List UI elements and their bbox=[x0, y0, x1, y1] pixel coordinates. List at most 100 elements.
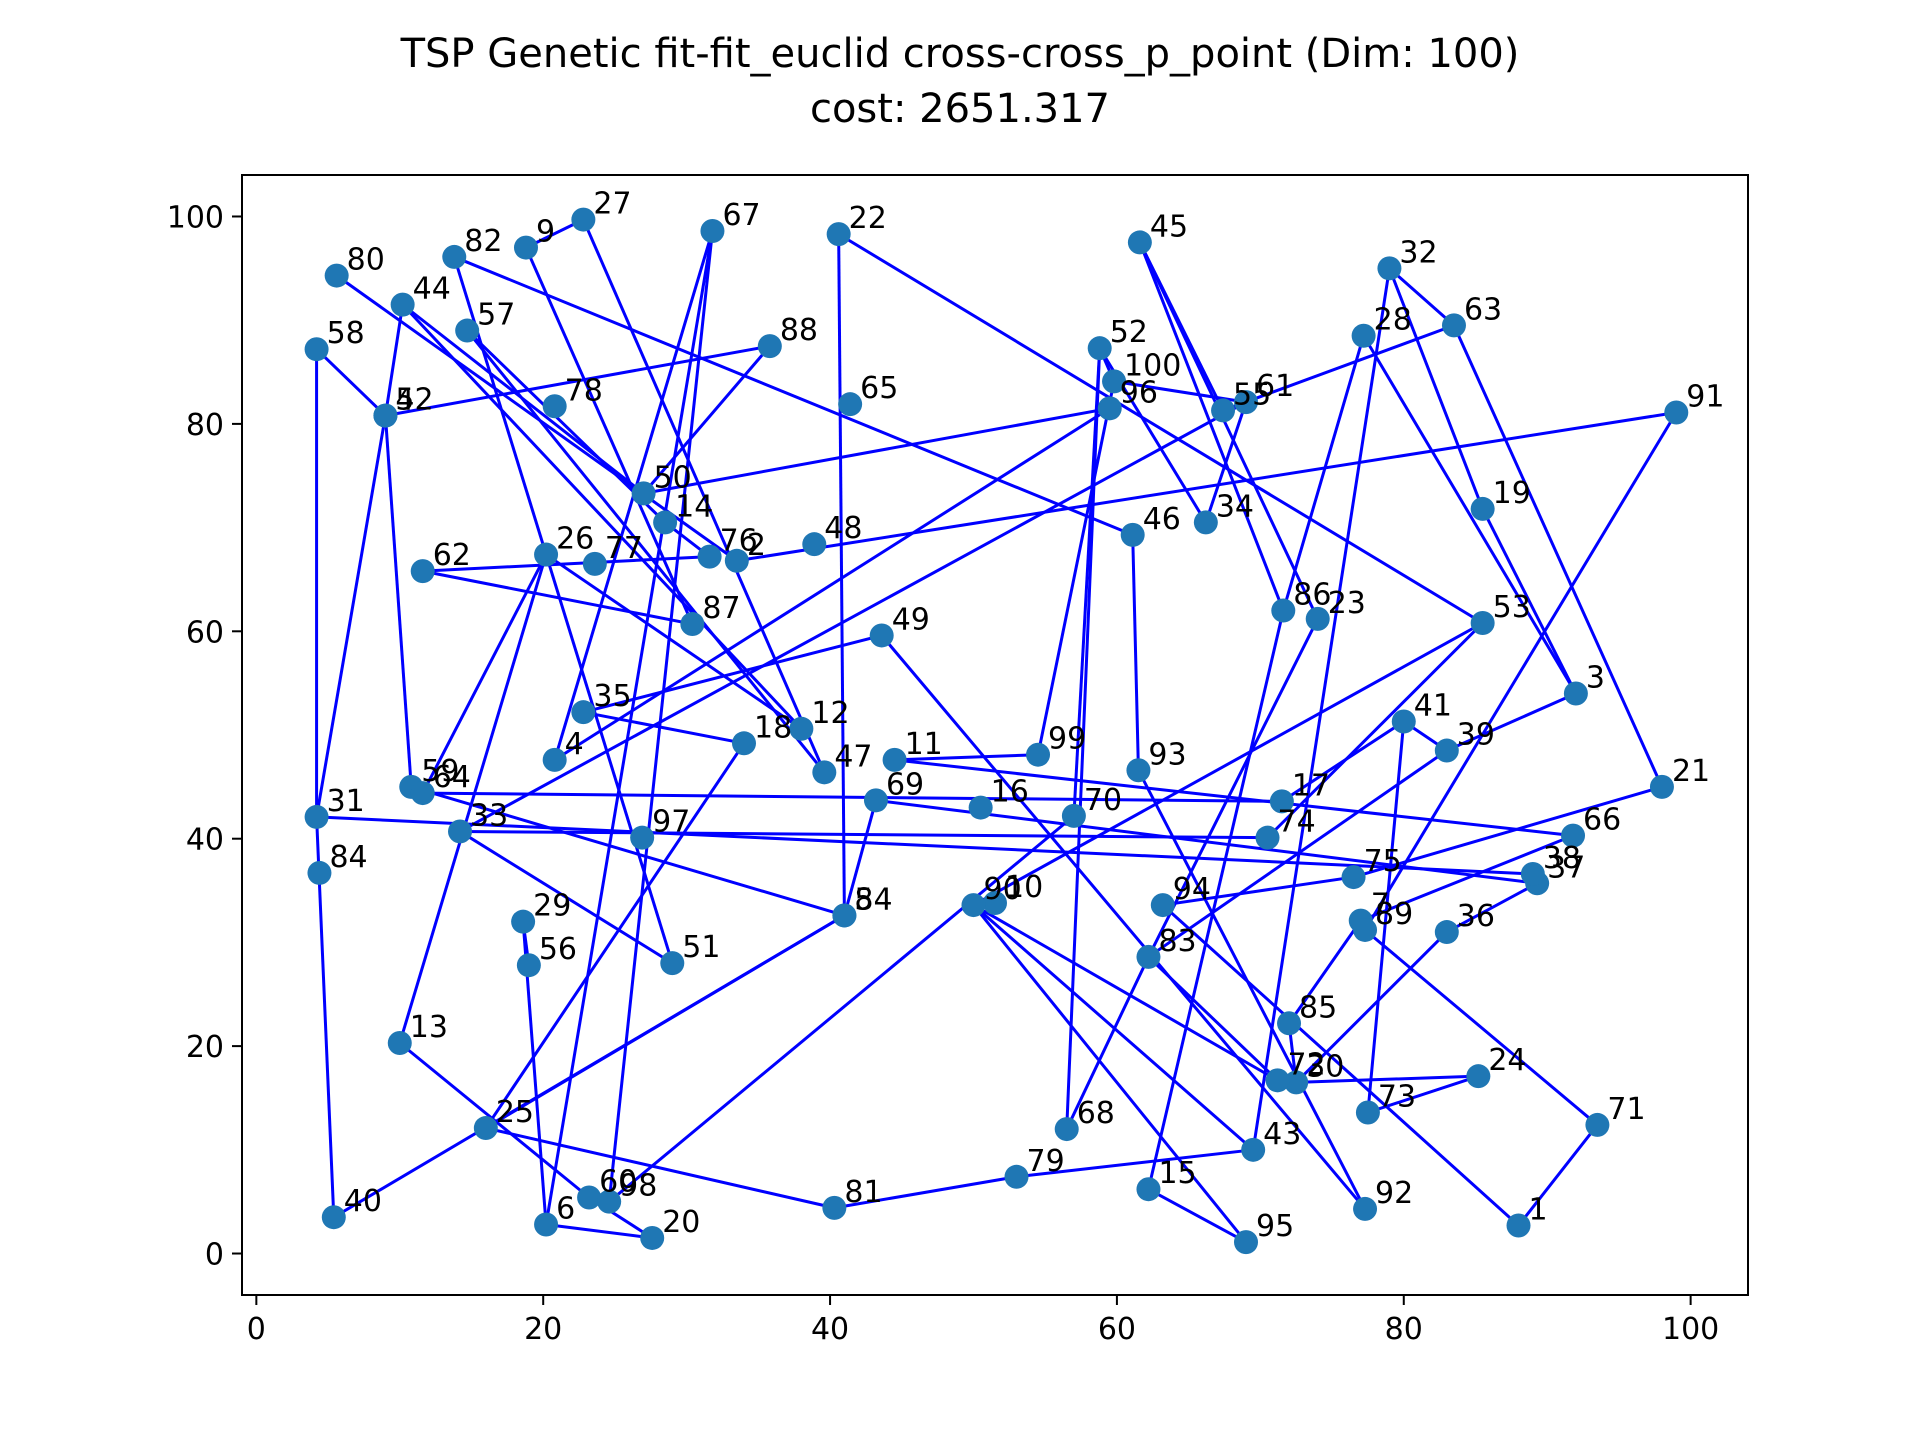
city-label: 32 bbox=[1399, 235, 1437, 270]
route-segment bbox=[972, 903, 1255, 1151]
city-point bbox=[1097, 396, 1122, 421]
city-point bbox=[1136, 944, 1161, 969]
city-label: 45 bbox=[1150, 209, 1188, 244]
route-segment bbox=[834, 1175, 1017, 1210]
city-point bbox=[863, 788, 888, 813]
city-label: 38 bbox=[1543, 841, 1581, 876]
route-segment bbox=[544, 230, 714, 1225]
city-point bbox=[882, 747, 907, 772]
city-point bbox=[983, 891, 1007, 915]
city-label: 15 bbox=[1158, 1156, 1196, 1191]
city-point bbox=[542, 747, 567, 772]
city-label: 58 bbox=[327, 316, 365, 351]
city-label: 21 bbox=[1672, 754, 1710, 789]
route-segment bbox=[736, 410, 1677, 563]
city-label: 56 bbox=[539, 932, 577, 967]
city-point bbox=[832, 903, 857, 928]
city-label: 43 bbox=[1263, 1117, 1301, 1152]
route-segment bbox=[837, 234, 846, 916]
route-segment bbox=[1204, 401, 1248, 523]
city-point bbox=[1241, 1137, 1266, 1162]
city-point bbox=[1470, 496, 1495, 521]
axis-ticks: 0 20 40 60 80 100 0 20 40 60 80 100 bbox=[167, 200, 1720, 1347]
city-point bbox=[1353, 917, 1378, 942]
city-label: 79 bbox=[1027, 1144, 1065, 1179]
route-segment bbox=[1251, 268, 1391, 1151]
city-point bbox=[1305, 606, 1330, 631]
city-label: 67 bbox=[722, 198, 760, 233]
city-label: 52 bbox=[1110, 315, 1148, 350]
city-point bbox=[869, 623, 894, 648]
city-label: 36 bbox=[1457, 899, 1495, 934]
city-point bbox=[448, 819, 473, 844]
city-label: 81 bbox=[844, 1175, 882, 1210]
route-segment bbox=[894, 753, 1039, 762]
route-segment bbox=[894, 758, 1574, 838]
route-lines bbox=[315, 218, 1678, 1244]
city-label: 12 bbox=[811, 696, 849, 731]
route-segment bbox=[1161, 903, 1520, 1227]
city-label: 95 bbox=[1256, 1209, 1294, 1244]
route-segment bbox=[1137, 769, 1367, 1210]
city-point bbox=[410, 559, 435, 584]
city-point bbox=[1004, 1164, 1029, 1189]
city-label: 2 bbox=[747, 528, 766, 563]
city-point bbox=[1355, 1100, 1380, 1125]
city-point bbox=[304, 337, 329, 362]
route-segment bbox=[1281, 335, 1366, 611]
route-segment bbox=[1138, 241, 1285, 612]
city-point bbox=[542, 394, 567, 419]
y-tick-label: 80 bbox=[186, 408, 224, 443]
y-tick-label: 100 bbox=[167, 200, 224, 235]
city-label: 22 bbox=[849, 201, 887, 236]
city-point bbox=[1150, 893, 1175, 918]
city-label: 82 bbox=[464, 224, 502, 259]
city-label: 93 bbox=[1148, 737, 1186, 772]
city-label: 20 bbox=[662, 1205, 700, 1240]
chart-subtitle: cost: 2651.317 bbox=[810, 86, 1110, 132]
city-point bbox=[1585, 1112, 1610, 1137]
city-label: 18 bbox=[754, 710, 792, 745]
y-tick-label: 0 bbox=[205, 1238, 224, 1273]
city-label: 69 bbox=[886, 767, 924, 802]
y-tick-label: 20 bbox=[186, 1030, 224, 1065]
route-segment bbox=[315, 415, 387, 818]
route-segment bbox=[524, 246, 694, 625]
route-segment bbox=[453, 255, 1134, 537]
city-label: 63 bbox=[1464, 292, 1502, 327]
city-point bbox=[1234, 1230, 1258, 1255]
route-segment bbox=[1287, 919, 1362, 1025]
city-label: 41 bbox=[1414, 689, 1452, 724]
city-point bbox=[571, 207, 596, 232]
city-point bbox=[1193, 510, 1218, 535]
city-point bbox=[700, 219, 725, 243]
city-label: 11 bbox=[905, 727, 943, 762]
city-point bbox=[640, 1225, 665, 1250]
city-label: 68 bbox=[1077, 1096, 1115, 1131]
route-segment bbox=[422, 569, 693, 626]
city-label: 25 bbox=[496, 1095, 534, 1130]
route-segment bbox=[1016, 1148, 1254, 1179]
city-label: 16 bbox=[991, 775, 1029, 810]
city-label: 6 bbox=[556, 1191, 575, 1226]
route-segment bbox=[1360, 834, 1574, 923]
city-point bbox=[968, 795, 993, 820]
city-point bbox=[387, 1031, 412, 1055]
city-label: 60 bbox=[599, 1165, 637, 1200]
city-label: 26 bbox=[556, 522, 594, 557]
route-segment bbox=[842, 799, 878, 916]
route-segment bbox=[972, 621, 1484, 907]
city-label: 33 bbox=[470, 798, 508, 833]
city-point bbox=[1351, 323, 1376, 348]
city-point bbox=[660, 951, 685, 976]
city-point bbox=[577, 1185, 602, 1210]
city-points bbox=[304, 207, 1689, 1255]
city-label: 94 bbox=[1173, 872, 1211, 907]
route-segment bbox=[1147, 618, 1320, 958]
route-segment bbox=[1147, 1187, 1247, 1244]
city-label: 50 bbox=[654, 460, 692, 495]
route-segment bbox=[1366, 721, 1406, 1113]
city-point bbox=[324, 263, 349, 288]
city-label: 80 bbox=[347, 243, 385, 278]
city-point bbox=[1284, 1070, 1309, 1095]
